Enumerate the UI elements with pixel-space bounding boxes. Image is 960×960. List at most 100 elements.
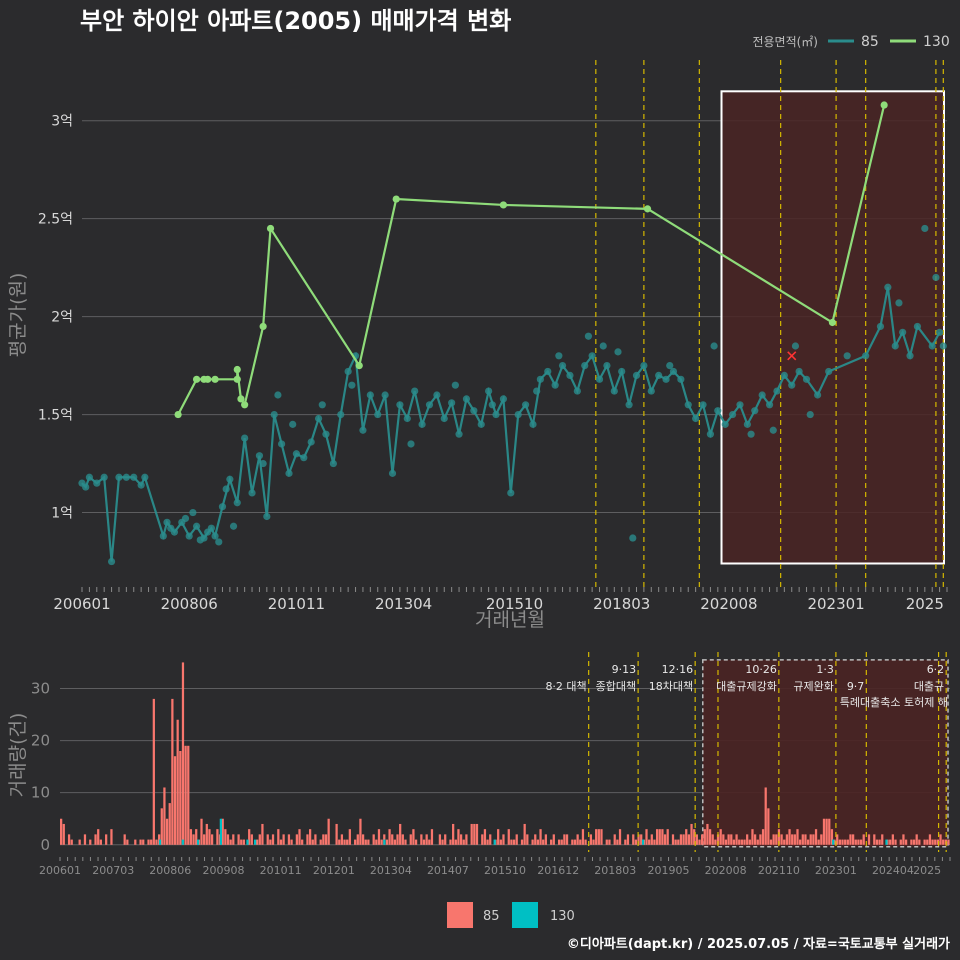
series-85-point-24 — [248, 489, 256, 497]
volume-bar-85-41 — [168, 803, 171, 845]
volume-bar-85-112 — [356, 834, 359, 845]
series-85-point-11 — [159, 532, 167, 540]
volume-bar-85-68 — [240, 839, 243, 845]
volume-bar-85-209 — [613, 834, 616, 845]
series-85-point-28 — [278, 440, 286, 448]
volume-y-tick-2: 20 — [31, 732, 50, 750]
volume-bar-85-14 — [97, 829, 100, 845]
series-85-point-5 — [107, 557, 116, 566]
series-85-extra-point-23 — [710, 342, 718, 350]
y-axis-title-price: 평균가(원) — [7, 273, 29, 358]
volume-bar-85-71 — [248, 829, 251, 845]
volume-x-tick-1: 200703 — [92, 864, 134, 877]
volume-bar-85-43 — [173, 756, 177, 845]
volume-x-tick-15: 202404 — [872, 864, 914, 877]
series-85-point-10 — [141, 473, 149, 481]
volume-bar-85-219 — [640, 834, 643, 845]
volume-bar-85-28 — [134, 839, 137, 845]
volume-bar-85-87 — [290, 839, 293, 845]
volume-bar-85-195 — [576, 834, 579, 845]
volume-bar-85-143 — [438, 834, 442, 845]
volume-bar-85-148 — [452, 823, 455, 845]
policy-label-name-4: 규제완화 — [793, 680, 833, 693]
price-y-tick-0: 1억 — [51, 506, 73, 522]
volume-bar-85-115 — [364, 839, 367, 845]
volume-bar-85-191 — [565, 834, 569, 845]
volume-bar-85-327 — [926, 839, 929, 845]
volume-bar-85-126 — [393, 839, 396, 845]
legend-label-85: 85 — [861, 34, 879, 50]
volume-bar-85-246 — [711, 834, 714, 845]
price-x-tick-5: 201803 — [593, 595, 650, 613]
volume-bar-85-180 — [536, 839, 540, 845]
price-y-tick-3: 2.5억 — [38, 212, 73, 228]
series-85-point-29 — [285, 469, 293, 477]
volume-bar-85-314 — [891, 834, 894, 845]
volume-bar-85-151 — [459, 834, 463, 845]
volume-x-tick-12: 202008 — [705, 864, 747, 877]
series-85-point-45 — [403, 414, 411, 423]
price-x-tick-4: 201510 — [486, 595, 543, 613]
series-85-point-21 — [226, 475, 234, 483]
volume-bar-85-282 — [806, 839, 810, 845]
volume-bar-85-125 — [391, 834, 394, 845]
volume-bar-85-318 — [902, 834, 905, 845]
legend-title: 전용면적(㎡) — [752, 35, 818, 49]
series-85-point-35 — [329, 459, 337, 468]
volume-bar-85-236 — [685, 829, 688, 845]
volume-bar-85-313 — [889, 839, 892, 845]
volume-bar-85-74 — [256, 839, 259, 845]
volume-bar-85-48 — [187, 745, 190, 845]
volume-bar-85-302 — [859, 839, 863, 845]
volume-bar-85-51 — [195, 829, 198, 845]
series-85-point-81 — [669, 367, 678, 376]
series-85-point-83 — [684, 401, 692, 409]
series-85-point-43 — [388, 469, 397, 477]
volume-bar-85-61 — [221, 818, 224, 845]
volume-bar-85-207 — [608, 839, 611, 845]
volume-bar-85-63 — [226, 834, 230, 845]
volume-x-tick-3: 200908 — [203, 864, 245, 877]
series-85-point-82 — [677, 375, 685, 383]
volume-bar-85-202 — [595, 829, 598, 845]
series-85-point-48 — [425, 401, 434, 409]
volume-bar-85-206 — [605, 839, 608, 845]
volume-bar-85-283 — [809, 834, 812, 845]
volume-bar-85-281 — [804, 834, 807, 845]
series-85-point-1 — [82, 483, 90, 491]
series-85-extra-point-18 — [584, 332, 593, 340]
series-85-point-15 — [185, 532, 193, 540]
series-85-point-9 — [137, 481, 145, 489]
volume-x-tick-8: 201510 — [484, 864, 526, 877]
series-85-point-54 — [470, 407, 478, 415]
volume-bar-85-129 — [401, 834, 404, 845]
volume-bar-85-147 — [449, 839, 452, 845]
chart-title: 부안 하이안 아파트(2005) 매매가격 변화 — [80, 7, 511, 35]
volume-bar-85-113 — [359, 818, 362, 845]
volume-bar-85-105 — [338, 839, 341, 845]
volume-bar-85-309 — [878, 839, 881, 845]
series-85-point-102 — [862, 352, 870, 360]
volume-bar-85-244 — [706, 823, 709, 845]
volume-bar-85-238 — [690, 823, 693, 845]
volume-bar-85-287 — [820, 834, 823, 845]
series-85-point-59 — [507, 489, 515, 497]
volume-bar-85-277 — [793, 834, 796, 845]
volume-bar-85-333 — [942, 839, 945, 845]
series-85-extra-point-17 — [555, 352, 563, 360]
volume-bar-85-75 — [258, 834, 261, 845]
legend-label-volume-130: 130 — [550, 909, 575, 924]
policy-label-name-3: 대출규제강화 — [716, 680, 777, 693]
volume-bar-85-329 — [931, 839, 934, 845]
volume-bar-85-150 — [457, 829, 460, 845]
volume-x-tick-6: 201304 — [370, 864, 412, 877]
volume-bar-85-210 — [616, 839, 619, 845]
series-85-point-74 — [618, 367, 626, 376]
volume-bar-85-13 — [94, 834, 97, 845]
series-85-point-71 — [595, 375, 604, 383]
volume-bar-85-89 — [295, 834, 298, 845]
series-85-extra-point-22 — [666, 362, 674, 370]
volume-bar-85-24 — [123, 834, 126, 845]
volume-bar-85-64 — [229, 839, 232, 845]
series-85-point-53 — [462, 395, 471, 403]
